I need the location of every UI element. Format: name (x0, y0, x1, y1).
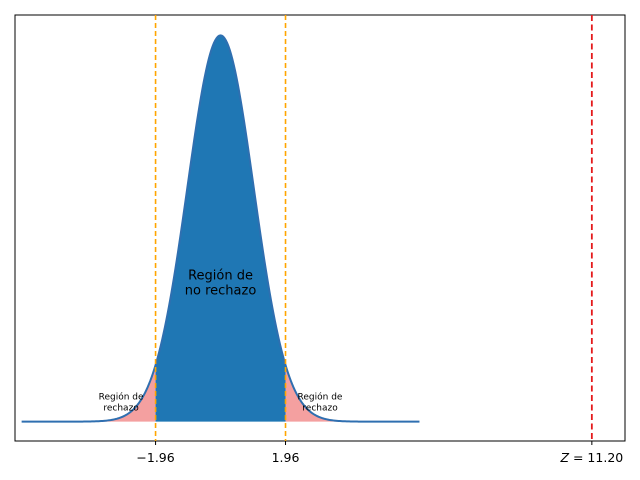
no-rejection-region-label: Región de no rechazo (185, 268, 257, 298)
x-tick-test-statistic-label: Z = 11.20 (559, 450, 623, 465)
rejection-region-left-label: Región de rechazo (99, 392, 144, 414)
plot-frame (14, 14, 626, 442)
x-tick-1-label: 1.96 (272, 450, 300, 465)
x-axis-ticks: −1.96 1.96 Z = 11.20 (136, 441, 623, 465)
density-curve (21, 34, 420, 423)
non-rejection-region-fill (155, 35, 286, 422)
rejection-region-right-label: Región de rechazo (298, 392, 343, 414)
x-tick-0-label: −1.96 (136, 450, 174, 465)
rejection-region-left-fill (21, 365, 156, 422)
rejection-region-right-fill (285, 365, 420, 422)
region-labels: Región de no rechazo Región de rechazo Regió… (99, 268, 343, 413)
